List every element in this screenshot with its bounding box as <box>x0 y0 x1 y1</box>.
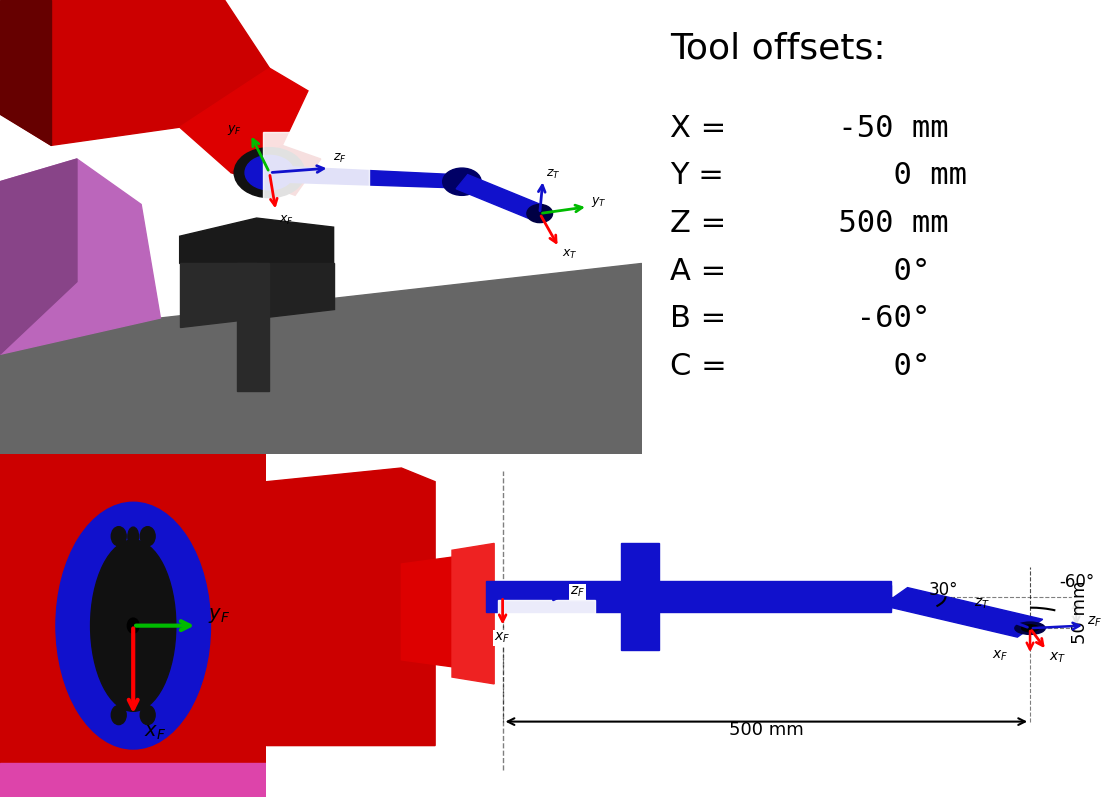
Circle shape <box>140 527 155 546</box>
Bar <box>620 544 658 650</box>
Text: 0 mm: 0 mm <box>819 161 967 190</box>
Text: $z_F$: $z_F$ <box>1088 614 1102 629</box>
Circle shape <box>443 168 481 195</box>
Ellipse shape <box>128 527 139 546</box>
Circle shape <box>140 705 155 724</box>
Bar <box>498 600 595 621</box>
Ellipse shape <box>56 502 211 749</box>
Circle shape <box>234 147 305 198</box>
Polygon shape <box>452 544 494 684</box>
Text: 0°: 0° <box>819 257 930 285</box>
Text: $y_T$: $y_T$ <box>591 195 607 210</box>
Polygon shape <box>402 557 452 667</box>
Text: -60°: -60° <box>1060 573 1094 591</box>
Text: $y_F$: $y_F$ <box>208 606 230 625</box>
Polygon shape <box>456 175 545 221</box>
Text: $x_T$: $x_T$ <box>1049 651 1067 665</box>
Polygon shape <box>0 0 270 145</box>
Polygon shape <box>180 264 256 327</box>
Circle shape <box>128 618 139 633</box>
Polygon shape <box>0 159 160 355</box>
Circle shape <box>1015 622 1046 634</box>
Text: Tool offsets:: Tool offsets: <box>669 32 886 66</box>
Text: -60°: -60° <box>819 304 930 333</box>
Polygon shape <box>0 264 642 454</box>
Text: 30°: 30° <box>929 581 958 599</box>
Ellipse shape <box>91 540 175 712</box>
Circle shape <box>1021 625 1039 632</box>
Polygon shape <box>256 264 334 318</box>
Text: $z_F$: $z_F$ <box>571 585 585 599</box>
Polygon shape <box>231 145 321 195</box>
Polygon shape <box>882 587 1042 637</box>
Text: $z_T$: $z_T$ <box>975 597 990 611</box>
Text: $z_T$: $z_T$ <box>546 168 561 181</box>
Text: B =: B = <box>669 304 726 333</box>
Text: $x_F$: $x_F$ <box>992 649 1008 663</box>
Bar <box>263 132 369 216</box>
Text: X =: X = <box>669 114 726 143</box>
Polygon shape <box>0 159 77 355</box>
Text: $x_F$: $x_F$ <box>494 631 511 646</box>
Polygon shape <box>270 166 475 189</box>
Polygon shape <box>0 721 272 797</box>
Text: $z_F$: $z_F$ <box>333 152 346 165</box>
Polygon shape <box>180 218 334 264</box>
Text: A =: A = <box>669 257 726 285</box>
Text: C =: C = <box>669 352 726 381</box>
Text: Y =: Y = <box>669 161 724 190</box>
Bar <box>773 584 890 609</box>
Text: $x_F$: $x_F$ <box>144 723 165 742</box>
Text: $y_F$: $y_F$ <box>226 123 242 137</box>
Text: 0°: 0° <box>819 352 930 381</box>
Text: $x_T$: $x_T$ <box>562 248 578 261</box>
Polygon shape <box>0 0 51 145</box>
Bar <box>486 581 890 612</box>
Polygon shape <box>266 468 435 746</box>
Bar <box>1072 588 1110 636</box>
Text: $x_F$: $x_F$ <box>279 214 294 226</box>
Circle shape <box>527 205 553 222</box>
Text: 50 mm: 50 mm <box>1071 581 1090 644</box>
Text: Z =: Z = <box>669 209 726 238</box>
Bar <box>0 763 266 797</box>
Polygon shape <box>0 454 280 530</box>
Text: 500 mm: 500 mm <box>729 721 804 740</box>
Text: -50 mm: -50 mm <box>819 114 948 143</box>
Bar <box>238 264 270 391</box>
Text: 500 mm: 500 mm <box>819 209 948 238</box>
Circle shape <box>111 527 127 546</box>
Circle shape <box>111 705 127 724</box>
Polygon shape <box>180 69 307 173</box>
Circle shape <box>245 155 294 190</box>
